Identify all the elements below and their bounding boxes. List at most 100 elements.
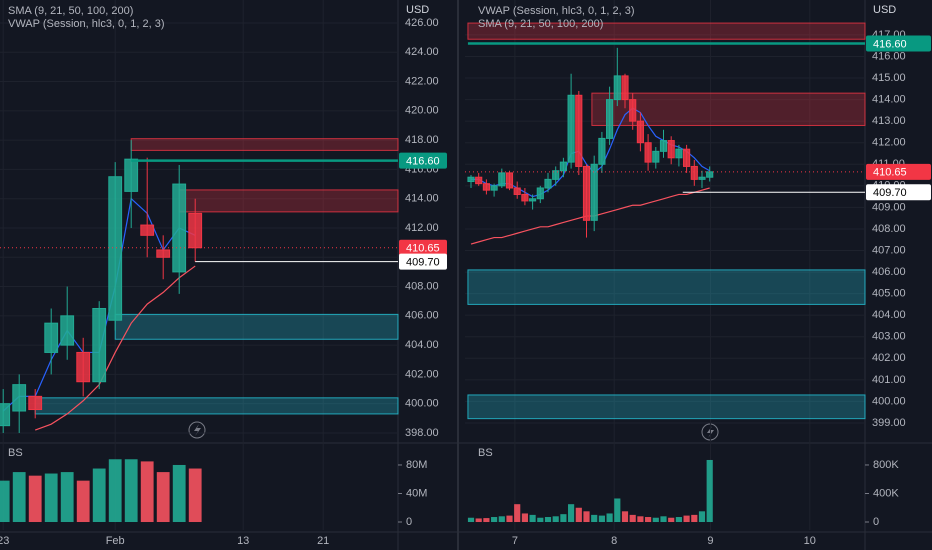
candle-body: [498, 172, 506, 187]
volume-tick-label: 400K: [873, 487, 899, 499]
candle-body: [124, 158, 139, 192]
volume-bar: [467, 517, 475, 523]
indicator-legend: SMA (9, 21, 50, 100, 200): [478, 18, 603, 30]
x-tick-label: 9: [707, 535, 713, 547]
y-tick-label: 414.00: [405, 193, 439, 205]
volume-bar: [652, 517, 659, 523]
y-tick-label: 413.00: [872, 115, 906, 127]
y-tick-label: 414.00: [872, 94, 906, 106]
y-tick-label: 426.00: [405, 17, 439, 29]
y-tick-label: 400.00: [405, 398, 439, 410]
price-badge-label: 409.70: [406, 257, 440, 269]
zone: [114, 313, 399, 340]
volume-bar: [108, 459, 122, 523]
lightning-icon[interactable]: [188, 421, 206, 439]
price-badge: [399, 253, 447, 270]
candle-body: [636, 120, 644, 144]
y-tick-label: 399.00: [872, 417, 906, 429]
volume-bar: [637, 516, 644, 523]
volume-tick-label: 0: [873, 516, 879, 528]
candle-body: [172, 183, 187, 273]
candle-body: [44, 322, 59, 353]
x-tick-label: 10: [804, 535, 816, 547]
candle-body: [513, 187, 521, 195]
candle-body: [613, 75, 621, 101]
volume-bar: [706, 459, 713, 523]
candle-body: [521, 193, 529, 202]
candle-body: [652, 150, 660, 163]
volume-bar: [660, 516, 667, 523]
volume-bar: [598, 515, 605, 523]
candle-body: [644, 142, 652, 163]
candle-body: [76, 351, 91, 383]
candle-body: [529, 198, 537, 202]
candle-body: [567, 94, 575, 163]
volume-bar: [683, 515, 690, 523]
volume-bar: [124, 459, 138, 523]
volume-bar: [76, 480, 90, 523]
volume-tick-label: 80M: [406, 459, 427, 471]
volume-bar: [188, 468, 202, 523]
zone: [178, 189, 399, 213]
candle-body: [482, 183, 490, 191]
indicator-legend: VWAP (Session, hlc3, 0, 1, 2, 3): [8, 18, 165, 30]
currency-label: USD: [406, 4, 429, 16]
candle-body: [690, 165, 698, 180]
y-tick-label: 401.00: [872, 374, 906, 386]
y-tick-label: 412.00: [405, 222, 439, 234]
volume-legend: BS: [8, 447, 23, 459]
price-badge: [866, 184, 931, 201]
candle-body: [475, 176, 483, 185]
volume-bar: [506, 515, 513, 523]
volume-bar: [537, 517, 544, 523]
y-tick-label: 402.00: [872, 352, 906, 364]
y-tick-label: 422.00: [405, 75, 439, 87]
volume-bar: [645, 517, 652, 523]
candle-body: [490, 185, 498, 191]
y-tick-label: 424.00: [405, 46, 439, 58]
x-tick-label: 21: [317, 535, 329, 547]
candle-body: [28, 395, 43, 411]
candle-body: [598, 137, 606, 165]
chart-pane: 399.00 400.00 401.00 402.00 403.00 404.00 405.…: [465, 0, 931, 547]
volume-bar: [521, 513, 528, 523]
y-tick-label: 408.00: [872, 223, 906, 235]
indicator-line: [34, 265, 196, 431]
volume-bar: [606, 513, 613, 523]
candle-body: [12, 384, 27, 412]
candle-body: [621, 75, 629, 101]
volume-tick-label: 40M: [406, 487, 427, 499]
volume-bar: [614, 498, 621, 523]
candle-body: [505, 172, 514, 189]
candle-body: [0, 403, 11, 427]
volume-bar: [475, 518, 482, 523]
y-tick-label: 402.00: [405, 368, 439, 380]
volume-tick-label: 0: [406, 516, 412, 528]
price-badge-label: 409.70: [873, 187, 907, 199]
candle-body: [544, 178, 552, 189]
zone: [467, 22, 866, 40]
price-badge-label: 410.65: [873, 167, 907, 179]
candle-body: [536, 187, 544, 200]
zone: [34, 397, 399, 415]
candle-body: [698, 176, 706, 180]
volume-bar: [591, 514, 598, 523]
price-badge-label: 416.60: [406, 156, 440, 168]
price-badge: [866, 35, 931, 52]
candle-body: [156, 249, 171, 258]
x-tick-label: 13: [237, 535, 249, 547]
y-tick-label: 412.00: [872, 137, 906, 149]
y-tick-label: 418.00: [405, 134, 439, 146]
volume-tick-label: 800K: [873, 459, 899, 471]
volume-bar: [560, 514, 567, 523]
y-tick-label: 406.00: [405, 310, 439, 322]
volume-bar: [544, 517, 552, 523]
volume-bar: [552, 516, 559, 523]
x-tick-label: 7: [512, 535, 518, 547]
y-tick-label: 407.00: [872, 244, 906, 256]
volume-bar: [28, 475, 42, 523]
indicator-legend: VWAP (Session, hlc3, 0, 1, 2, 3): [478, 5, 635, 17]
zone: [591, 92, 866, 126]
